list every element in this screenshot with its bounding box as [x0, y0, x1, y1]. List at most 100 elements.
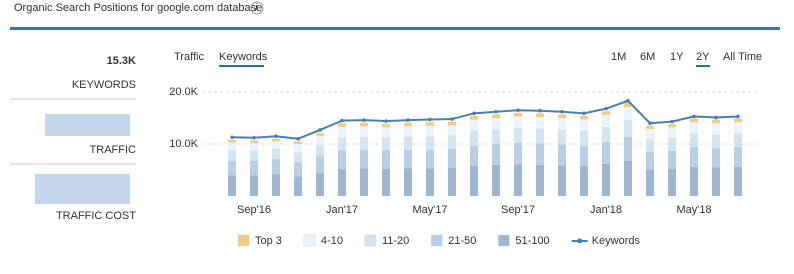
bar-segment [624, 160, 632, 196]
legend-dot [577, 238, 583, 244]
keywords-point [626, 99, 630, 103]
bar-segment [536, 128, 544, 144]
keywords-point [450, 117, 454, 121]
bar-segment [316, 172, 324, 196]
traffic-cost-label: TRAFFIC COST [56, 210, 136, 222]
y-tick-label: 20.0K [169, 86, 198, 98]
bar-segment [690, 122, 698, 134]
bar-segment [250, 160, 258, 176]
bar-segment [382, 137, 390, 151]
x-tick-label: Sep'16 [237, 204, 271, 216]
keywords-point [648, 121, 652, 125]
bar-segment [712, 167, 720, 196]
tab-active[interactable]: Keywords [219, 51, 268, 63]
bar-segment [514, 112, 522, 117]
bar-segment [558, 165, 566, 196]
bar-segment [712, 134, 720, 149]
period[interactable]: 6M [640, 51, 655, 63]
bar-segment [338, 137, 346, 151]
bar-segment [602, 114, 610, 127]
period-active[interactable]: 2Y [696, 51, 710, 63]
info-icon[interactable] [250, 1, 264, 15]
bar-segment [228, 160, 236, 176]
bar-segment [558, 129, 566, 145]
header-title: Organic Search Positions for google.com … [14, 2, 262, 14]
bar-segment [470, 115, 478, 120]
bar-segment [404, 122, 412, 127]
x-tick-label: Jan'18 [590, 204, 622, 216]
bar-segment [470, 165, 478, 196]
bar-segment [470, 131, 478, 146]
bar-segment [294, 162, 302, 177]
bar-segment [580, 119, 588, 131]
bar-segment [536, 116, 544, 129]
blurred-traffic-cost [35, 174, 130, 204]
keywords-point [274, 134, 278, 138]
bar-segment [382, 150, 390, 169]
bar-segment [294, 141, 302, 144]
keywords-point [670, 119, 674, 124]
keywords-point [406, 118, 410, 122]
bar-segment [294, 176, 302, 196]
bar-segment [514, 127, 522, 143]
bar-segment [228, 142, 236, 151]
keywords-point [538, 108, 542, 113]
keywords-point [692, 114, 696, 119]
bar-segment [602, 111, 610, 115]
bar-segment [580, 165, 588, 196]
period[interactable]: 1M [611, 51, 626, 63]
bar-segment [580, 145, 588, 166]
bar-segment [338, 150, 346, 169]
tab[interactable]: Traffic [174, 51, 204, 63]
info-glyph: i [255, 2, 258, 14]
bar-segment [426, 136, 434, 150]
keywords-point [604, 106, 608, 111]
bar-segment [448, 148, 456, 168]
bar-segment [294, 152, 302, 163]
bar-segment [250, 142, 258, 151]
keywords-point [560, 109, 564, 114]
bar-segment [316, 136, 324, 146]
bar-segment [690, 133, 698, 148]
keywords-point [428, 117, 432, 122]
legend-swatch [364, 234, 377, 247]
bar-segment [492, 164, 500, 196]
bar-segment [272, 138, 280, 142]
x-tick-label: Sep'17 [501, 204, 535, 216]
bar-segment [404, 126, 412, 137]
bar-segment [734, 166, 742, 196]
bar-segment [712, 123, 720, 135]
bar-segment [580, 115, 588, 120]
keywords-point [296, 137, 300, 141]
bar-segment [580, 131, 588, 146]
bar-segment [272, 159, 280, 175]
legend-swatch [303, 234, 316, 247]
bar-segment [360, 149, 368, 169]
legend-label: 51-100 [515, 235, 549, 247]
bar-segment [712, 148, 720, 168]
blurred-traffic [45, 114, 130, 136]
bar-segment [382, 168, 390, 196]
keywords-point [252, 135, 256, 140]
keywords-point [516, 108, 520, 112]
bar-segment [382, 127, 390, 138]
bar-segment [360, 136, 368, 150]
keywords-point [340, 118, 344, 123]
bar-segment [360, 168, 368, 196]
keywords-point [494, 109, 498, 114]
bar-segment [624, 102, 632, 108]
legend-label: Top 3 [255, 235, 282, 247]
bar-segment [668, 150, 676, 169]
x-tick-label: May'17 [412, 204, 447, 216]
period[interactable]: All Time [723, 51, 762, 63]
bar-segment [448, 167, 456, 196]
bar-segment [316, 156, 324, 173]
bar-segment [426, 149, 434, 169]
bar-segment [404, 168, 412, 196]
bar-segment [470, 145, 478, 166]
period[interactable]: 1Y [670, 51, 684, 63]
bar-segment [250, 175, 258, 196]
bar-segment [426, 168, 434, 196]
bar-segment [602, 141, 610, 164]
